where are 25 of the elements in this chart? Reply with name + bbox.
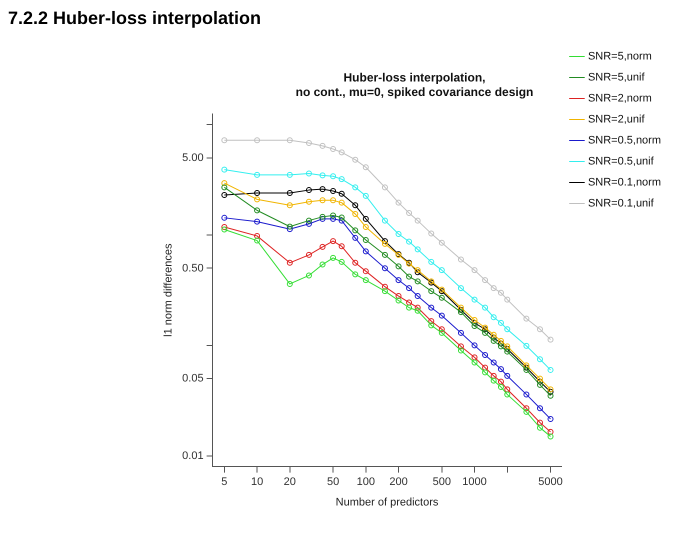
legend-label: SNR=0.1,norm [588,176,662,189]
y-tick-label: 0.05 [182,372,204,385]
legend-label: SNR=0.5,norm [588,134,662,147]
legend-label: SNR=0.5,unif [588,156,655,168]
legend-label: SNR=5,norm [588,50,652,63]
x-axis-title: Number of predictors [336,496,439,508]
legend-label: SNR=2,norm [588,92,652,105]
x-tick-label: 5000 [538,476,563,488]
x-tick-label: 1000 [462,476,487,488]
text: 7.2.2 Huber-loss interpolation [8,8,262,29]
y-tick-label: 0.01 [182,450,204,462]
x-tick-label: 5 [221,476,228,488]
y-tick-label: 0.50 [182,262,204,274]
legend-label: SNR=2,unif [588,114,646,126]
x-tick-label: 50 [326,476,340,488]
x-tick-label: 100 [356,476,375,488]
y-tick-label: 5.00 [182,152,204,164]
x-tick-label: 500 [432,476,451,488]
x-tick-label: 10 [250,476,264,488]
legend-label: SNR=5,unif [588,72,646,84]
x-tick-label: 200 [389,476,408,488]
y-axis-title: l1 norm differences [162,243,175,337]
legend-label: SNR=0.1,unif [588,198,655,210]
x-tick-label: 20 [284,476,296,488]
chart-title: Huber-loss interpolation, no cont., mu=0, spiked covariance design [296,70,534,99]
